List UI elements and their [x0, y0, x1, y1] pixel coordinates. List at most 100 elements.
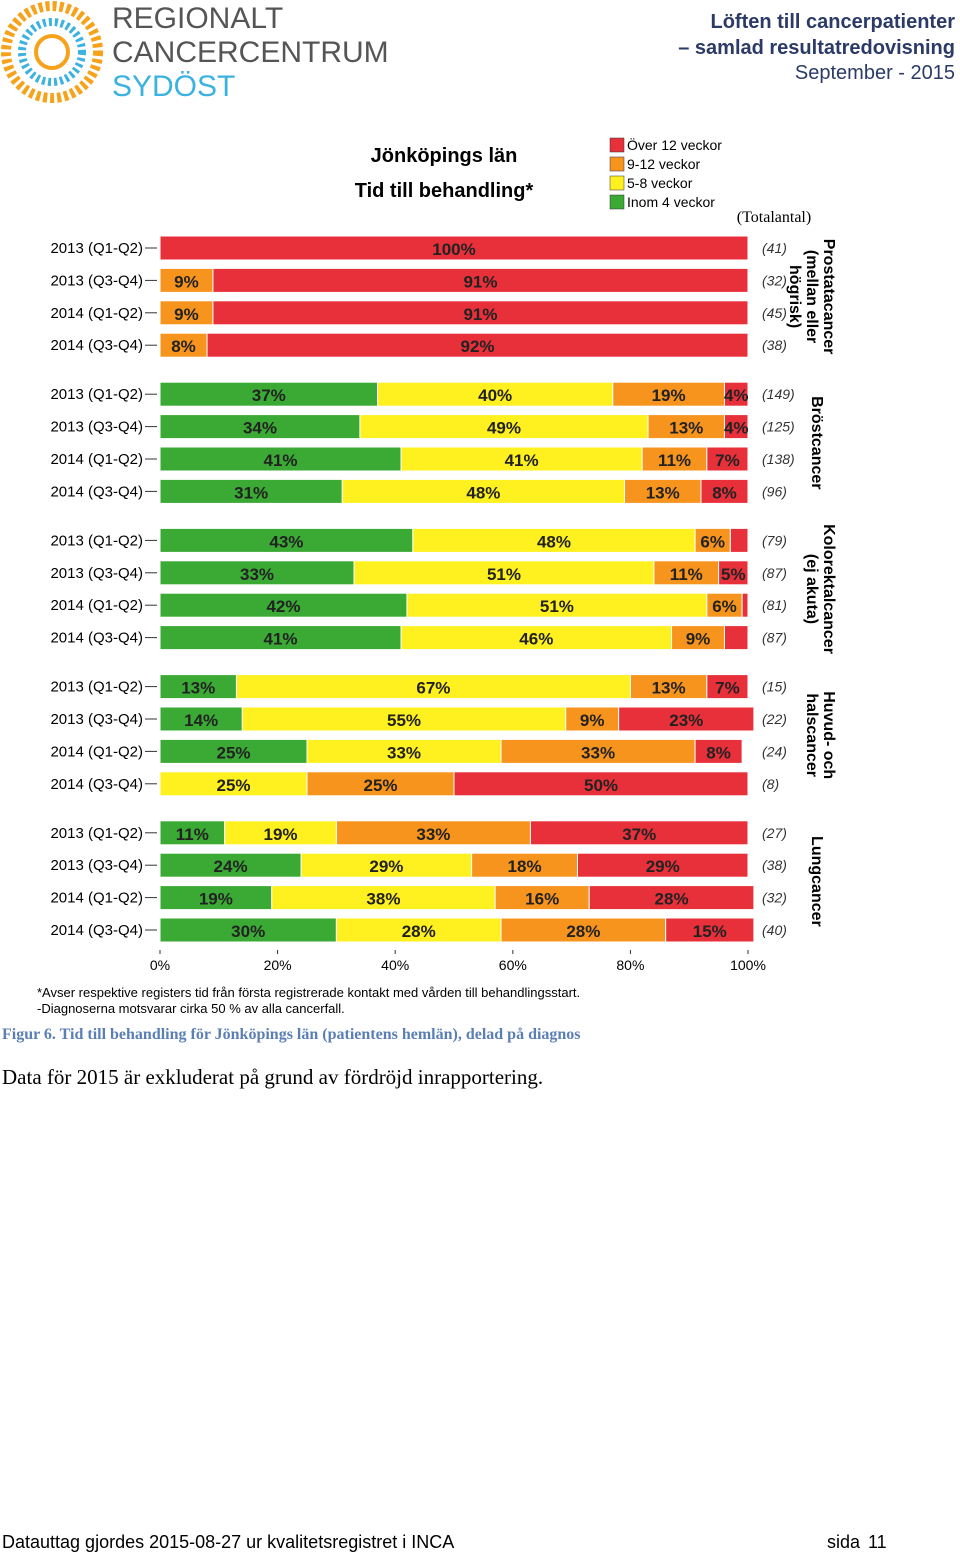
figure-caption: Figur 6. Tid till behandling för Jönköpi…	[2, 1026, 581, 1043]
bar-segment	[653, 560, 720, 586]
y-tick-label: 2013 (Q1-Q2)	[50, 386, 143, 403]
total-label: (87)	[762, 565, 787, 581]
total-label: (8)	[762, 776, 779, 792]
group-label: Kolorektalcancer	[820, 524, 837, 654]
bar-segment	[612, 381, 725, 407]
legend-label: Inom 4 veckor	[627, 194, 715, 210]
bar-segment	[729, 527, 749, 553]
value-label: 25%	[363, 776, 397, 795]
value-label: 25%	[216, 776, 250, 795]
y-tick-label: 2013 (Q3-Q4)	[50, 272, 143, 289]
legend-label: Över 12 veckor	[627, 136, 722, 153]
bar-segment	[159, 560, 355, 586]
bar-segment	[400, 625, 673, 651]
bar-segment	[671, 625, 725, 651]
bar-segment	[235, 674, 631, 700]
y-tick-label: 2014 (Q1-Q2)	[50, 305, 143, 322]
group-label: Bröstcancer	[808, 396, 825, 489]
total-label: (38)	[762, 857, 787, 873]
note: -Diagnoserna motsvarar cirka 50 % av all…	[37, 1001, 345, 1016]
value-label: 25%	[216, 743, 250, 762]
group-label: (mellan eller	[803, 250, 820, 343]
bar-segment	[665, 917, 755, 943]
value-label: 19%	[199, 890, 233, 909]
x-tick-label: 100%	[730, 957, 766, 973]
bar-segment	[159, 885, 273, 911]
value-label: 29%	[369, 857, 403, 876]
bar-segment	[723, 381, 749, 407]
value-label: 92%	[461, 337, 495, 356]
bar-segment	[224, 820, 337, 846]
group-label: (ej akuta)	[803, 554, 820, 624]
y-tick-label: 2014 (Q1-Q2)	[50, 451, 143, 468]
chart-title: Jönköpings län	[371, 145, 518, 167]
bar-segment	[353, 560, 655, 586]
group-label: Huvud- och	[820, 691, 837, 779]
bar-segment	[412, 527, 696, 553]
value-label: 46%	[519, 630, 553, 649]
legend-swatch	[609, 137, 625, 153]
bar-segment	[159, 381, 379, 407]
logo-mark	[1, 1, 103, 103]
bar-segment	[341, 478, 626, 504]
bar-segment	[494, 885, 590, 911]
bar-segment	[400, 446, 643, 472]
value-label: 37%	[622, 825, 656, 844]
bar-segment	[500, 917, 667, 943]
y-tick-label: 2013 (Q3-Q4)	[50, 565, 143, 582]
logo-text: REGIONALT	[112, 2, 283, 35]
y-tick-label: 2013 (Q1-Q2)	[50, 679, 143, 696]
value-label: 33%	[416, 825, 450, 844]
value-label: 29%	[646, 857, 680, 876]
value-label: 14%	[184, 711, 218, 730]
body-text: Data för 2015 är exkluderat på grund av …	[2, 1065, 543, 1089]
bar-segment	[159, 592, 408, 618]
value-label: 41%	[505, 451, 539, 470]
value-label: 41%	[264, 451, 298, 470]
y-tick-label: 2014 (Q3-Q4)	[50, 337, 143, 354]
x-tick-label: 0%	[150, 957, 170, 973]
value-label: 18%	[508, 857, 542, 876]
logo-text: CANCERCENTRUM	[112, 36, 389, 69]
total-label: (22)	[762, 711, 787, 727]
value-label: 48%	[537, 532, 571, 551]
bar-segment	[335, 820, 531, 846]
chart: Över 12 veckor 9-12 veckor 5-8 veckor Inom …	[50, 136, 837, 973]
value-label: 6%	[700, 532, 725, 551]
value-label: 9%	[174, 305, 199, 324]
value-label: 13%	[669, 419, 703, 438]
logo-text: SYDÖST	[112, 70, 235, 103]
header-title: Löften till cancerpatienter	[711, 11, 956, 33]
total-label: (81)	[762, 597, 787, 613]
bar-segment	[618, 706, 755, 732]
value-label: 30%	[231, 922, 265, 941]
bar-segment	[159, 300, 214, 326]
total-label: (125)	[762, 419, 795, 435]
bar-segment	[306, 771, 455, 797]
value-label: 67%	[416, 679, 450, 698]
note: *Avser respektive registers tid från för…	[37, 985, 580, 1000]
total-label: (32)	[762, 890, 787, 906]
y-tick-label: 2014 (Q1-Q2)	[50, 597, 143, 614]
totals-title: (Totalantal)	[737, 209, 811, 226]
total-label: (138)	[762, 451, 795, 467]
value-label: 33%	[581, 743, 615, 762]
total-label: (40)	[762, 922, 787, 938]
value-label: 34%	[243, 419, 277, 438]
bar-segment	[723, 414, 749, 440]
bar-segment	[706, 592, 743, 618]
bar-segment	[576, 852, 749, 878]
group-label: Lungcancer	[808, 836, 825, 927]
value-label: 9%	[174, 272, 199, 291]
total-label: (45)	[762, 305, 787, 321]
bar-segment	[588, 885, 755, 911]
bar-segment	[206, 332, 749, 358]
bar-segment	[159, 852, 302, 878]
value-label: 13%	[181, 679, 215, 698]
group-label: halscancer	[803, 693, 820, 777]
y-tick-label: 2014 (Q1-Q2)	[50, 890, 143, 907]
chart-subtitle: Tid till behandling*	[355, 180, 534, 202]
footer-page-label: sida	[827, 1532, 861, 1552]
bar-segment	[565, 706, 620, 732]
